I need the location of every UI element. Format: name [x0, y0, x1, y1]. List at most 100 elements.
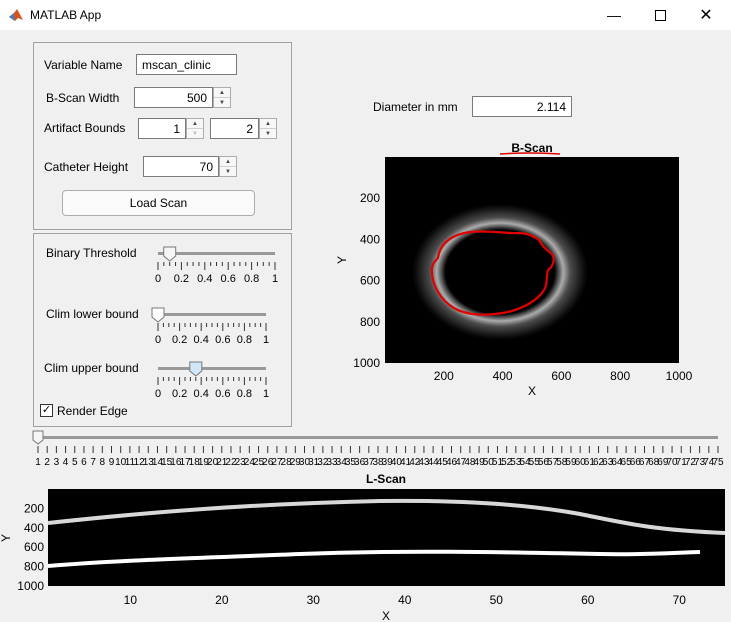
frame-slider-tick-label: 47 — [455, 457, 467, 468]
artifact-upper-field[interactable]: 2 — [210, 118, 259, 139]
frame-slider-tick-label: 16 — [170, 457, 182, 468]
catheter-height-field[interactable]: 70 — [143, 156, 219, 177]
frame-slider-tick-label: 19 — [198, 457, 210, 468]
lscan-xtick-label: 40 — [398, 593, 412, 607]
frame-slider-tick-label: 34 — [336, 457, 348, 468]
frame-slider-tick-label: 11 — [125, 457, 136, 468]
frame-slider-tick-label: 13 — [143, 457, 155, 468]
frame-slider-track[interactable] — [38, 436, 718, 439]
slider-tick-label: 0.6 — [215, 388, 230, 400]
frame-slider-tick-label: 36 — [354, 457, 366, 468]
slider-track[interactable] — [158, 252, 275, 255]
frame-slider-tick-label: 44 — [428, 457, 440, 468]
frame-slider-tick-label: 38 — [372, 457, 384, 468]
spinner-up-icon[interactable]: ▲ — [187, 119, 203, 129]
bscan-plot: B-Scan X Y 200 400 600 800 1000 200 400 600 800… — [335, 141, 693, 398]
binary-threshold-label: Binary Threshold — [46, 246, 137, 260]
lscan-image-background — [48, 489, 725, 586]
slider-tick-label: 0.2 — [172, 388, 187, 400]
spinner-up-icon[interactable]: ▲ — [214, 88, 230, 98]
window-title: MATLAB App — [30, 8, 102, 22]
slider-track[interactable] — [158, 367, 266, 370]
clim-upper-thumb[interactable] — [189, 361, 203, 377]
spinner-up-icon[interactable]: ▲ — [220, 157, 236, 167]
close-button[interactable]: ✕ — [683, 0, 729, 30]
frame-slider-tick-label: 12 — [134, 457, 146, 468]
frame-slider-tick-label: 22 — [225, 457, 237, 468]
frame-slider-tick-label: 7 — [90, 457, 96, 468]
bscan-width-spinner[interactable]: ▲ ▼ — [213, 87, 231, 108]
artifact-lower-field[interactable]: 1 — [138, 118, 186, 139]
lscan-xtick-label: 60 — [581, 593, 595, 607]
frame-slider-tick-label: 65 — [621, 457, 633, 468]
frame-slider-tick-label: 58 — [556, 457, 568, 468]
frame-slider-tick-label: 40 — [391, 457, 403, 468]
minimize-button[interactable]: — — [591, 0, 637, 30]
frame-slider-tick-label: 32 — [317, 457, 329, 468]
variable-name-field[interactable]: mscan_clinic — [136, 54, 237, 75]
slider-tick-label: 0 — [155, 273, 161, 285]
bscan-title: B-Scan — [511, 141, 552, 155]
frame-slider-tick-label: 63 — [602, 457, 614, 468]
clim-upper-slider[interactable]: 0 0.2 0.4 0.6 0.8 1 — [150, 359, 274, 401]
frame-slider-tick-label: 2 — [44, 457, 50, 468]
frame-slider-tick-label: 15 — [161, 457, 173, 468]
lscan-ytick-label: 1000 — [17, 579, 44, 593]
frame-slider-tick-label: 33 — [326, 457, 338, 468]
load-scan-button[interactable]: Load Scan — [62, 190, 255, 216]
diameter-label: Diameter in mm — [373, 100, 458, 114]
catheter-height-label: Catheter Height — [44, 160, 129, 174]
slider-tick-label: 1 — [263, 388, 269, 400]
frame-slider-tick-label: 48 — [464, 457, 476, 468]
spinner-up-icon[interactable]: ▲ — [260, 119, 276, 129]
frame-slider-tick-label: 62 — [593, 457, 605, 468]
frame-slider-tick-label: 46 — [446, 457, 458, 468]
frame-slider-tick-label: 41 — [400, 457, 412, 468]
spinner-down-icon[interactable]: ▼ — [219, 99, 225, 106]
slider-track[interactable] — [158, 313, 266, 316]
frame-slider-tick-label: 4 — [63, 457, 69, 468]
spinner-down-icon[interactable]: ▼ — [225, 168, 231, 175]
frame-slider-tick-label: 8 — [100, 457, 106, 468]
clim-lower-slider[interactable]: 0 0.2 0.4 0.6 0.8 1 — [150, 305, 274, 347]
frame-slider-tick-label: 6 — [81, 457, 87, 468]
lscan-xtick-label: 10 — [124, 593, 138, 607]
frame-slider-thumb[interactable] — [32, 430, 44, 445]
lscan-lower-boundary — [47, 549, 701, 568]
maximize-button[interactable] — [637, 0, 683, 30]
render-edge-checkbox[interactable]: ✓ — [40, 404, 53, 417]
lscan-ytick-label: 200 — [24, 501, 44, 515]
frame-slider-tick-label: 9 — [109, 457, 115, 468]
bscan-width-field[interactable]: 500 — [134, 87, 213, 108]
clim-lower-thumb[interactable] — [151, 307, 165, 323]
frame-slider-tick-label: 61 — [584, 457, 596, 468]
artifact-lower-spinner[interactable]: ▲ ▼ — [186, 118, 204, 139]
bscan-title-underline — [499, 152, 561, 155]
clim-upper-label: Clim upper bound — [44, 361, 139, 375]
binary-threshold-thumb[interactable] — [163, 246, 177, 262]
spinner-down-icon[interactable]: ▼ — [265, 130, 271, 137]
minimize-icon: — — [607, 7, 621, 23]
clim-lower-label: Clim lower bound — [46, 307, 139, 321]
slider-tick-label: 0.8 — [237, 334, 252, 346]
frame-slider-tick-label: 50 — [483, 457, 495, 468]
lscan-ylabel: Y — [0, 534, 13, 542]
frame-slider[interactable]: 1 2 3 4 5 6 7 8 9 1011121314151617181920212223242… — [30, 430, 725, 470]
slider-tick-label: 0 — [155, 388, 161, 400]
frame-slider-tick-label: 39 — [382, 457, 394, 468]
slider-tick-label: 0.8 — [237, 388, 252, 400]
frame-slider-tick-label: 53 — [510, 457, 522, 468]
lscan-plot: L-Scan X Y 10 20 30 40 50 60 70 200 400 600 800 10… — [0, 472, 726, 622]
slider-tick-label: 0.4 — [194, 334, 209, 346]
binary-threshold-slider[interactable]: 0 0.2 0.4 0.6 0.8 1 — [150, 244, 282, 286]
catheter-height-spinner[interactable]: ▲ ▼ — [219, 156, 237, 177]
frame-slider-tick-label: 24 — [244, 457, 256, 468]
bscan-ytick-label: 200 — [360, 191, 380, 205]
frame-slider-tick-label: 3 — [54, 457, 60, 468]
frame-slider-tick-label: 29 — [290, 457, 302, 468]
artifact-upper-spinner[interactable]: ▲ ▼ — [259, 118, 277, 139]
bscan-ylabel: Y — [335, 256, 349, 264]
spinner-down-icon[interactable]: ▼ — [192, 130, 198, 137]
frame-slider-tick-label: 31 — [308, 457, 320, 468]
bscan-ytick-label: 800 — [360, 315, 380, 329]
